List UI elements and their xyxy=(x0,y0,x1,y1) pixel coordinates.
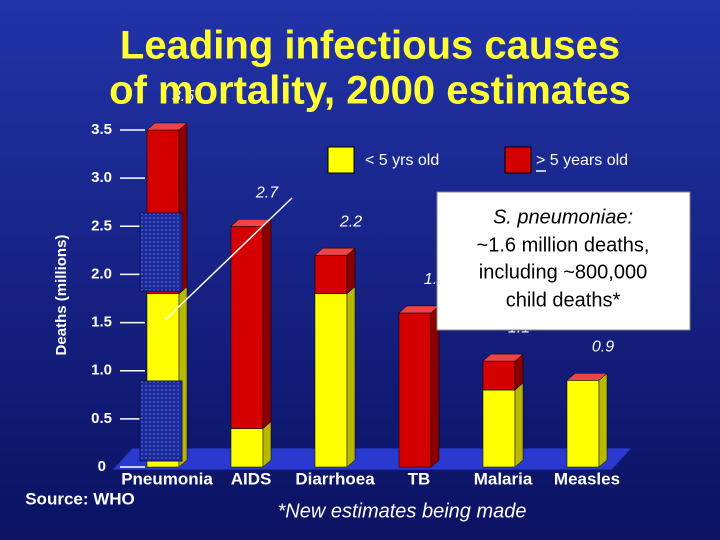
x-tick-label: AIDS xyxy=(231,469,272,488)
bar-front xyxy=(482,360,516,391)
y-tick-label: 2.0 xyxy=(91,265,112,282)
legend-label: < 5 yrs old xyxy=(365,152,439,169)
floor xyxy=(110,447,634,471)
y-tick-label: 3.0 xyxy=(91,169,112,186)
annotation: 0.9 xyxy=(592,339,614,356)
annotation: 2.2 xyxy=(339,213,362,230)
bar-side xyxy=(346,286,356,468)
bar-side xyxy=(262,218,272,430)
y-tick-label: 0 xyxy=(98,458,106,475)
x-tick-label: Malaria xyxy=(474,469,533,488)
annotation: 3.5 xyxy=(172,88,194,105)
bar-segment xyxy=(566,373,608,381)
bar-front xyxy=(482,389,516,468)
y-tick-label: 1.0 xyxy=(91,362,112,379)
bar-segment xyxy=(482,382,524,468)
legend-label: > 5 years old xyxy=(536,152,628,169)
annotation: 2.7 xyxy=(255,185,279,202)
legend-swatch xyxy=(327,146,355,174)
legend-swatch xyxy=(504,146,532,174)
callout-text: child deaths* xyxy=(506,289,621,311)
bar-segment xyxy=(482,353,524,391)
callout-text: including ~800,000 xyxy=(479,261,647,283)
title-line: Leading infectious causes xyxy=(120,24,620,68)
bar-top xyxy=(146,122,188,131)
title-line: of mortality, 2000 estimates xyxy=(109,69,631,113)
source: Source: WHO xyxy=(25,489,135,508)
bar-top xyxy=(482,353,524,362)
bar-front xyxy=(398,312,432,468)
callout-text: S. pneumoniae: xyxy=(493,206,633,228)
y-tick-label: 0.5 xyxy=(91,410,112,427)
y-tick-label: 3.5 xyxy=(91,121,112,138)
highlight-box xyxy=(139,212,183,292)
bar-segment xyxy=(566,372,608,468)
highlight-box xyxy=(139,380,183,462)
callout-line xyxy=(164,197,293,321)
bar-side xyxy=(514,382,524,468)
x-tick-label: Diarrhoea xyxy=(295,469,375,488)
x-tick-label: TB xyxy=(408,469,431,488)
bar-segment xyxy=(314,286,356,468)
bar-front xyxy=(314,293,348,468)
callout-box xyxy=(436,191,691,331)
y-axis-label: Deaths (millions) xyxy=(53,235,70,356)
bar-segment xyxy=(314,247,356,295)
bar-front xyxy=(314,254,348,294)
bar-side xyxy=(346,247,356,295)
bar-front xyxy=(566,380,600,468)
y-tick-label: 1.5 xyxy=(91,314,112,331)
bar-top xyxy=(566,373,608,381)
x-tick-label: Pneumonia xyxy=(121,469,213,488)
bar-side xyxy=(262,420,272,468)
bar-top xyxy=(314,247,356,256)
bar-segment xyxy=(398,305,440,468)
bar-segment xyxy=(230,218,272,430)
callout-text: ~1.6 million deaths, xyxy=(477,234,650,256)
bar-top xyxy=(230,219,272,227)
bar-front xyxy=(230,428,264,468)
x-tick-label: Measles xyxy=(554,469,620,488)
y-tick-label: 2.5 xyxy=(91,217,112,234)
bar-front xyxy=(230,226,264,429)
footnote: *New estimates being made xyxy=(277,500,526,522)
bar-side xyxy=(598,372,608,468)
